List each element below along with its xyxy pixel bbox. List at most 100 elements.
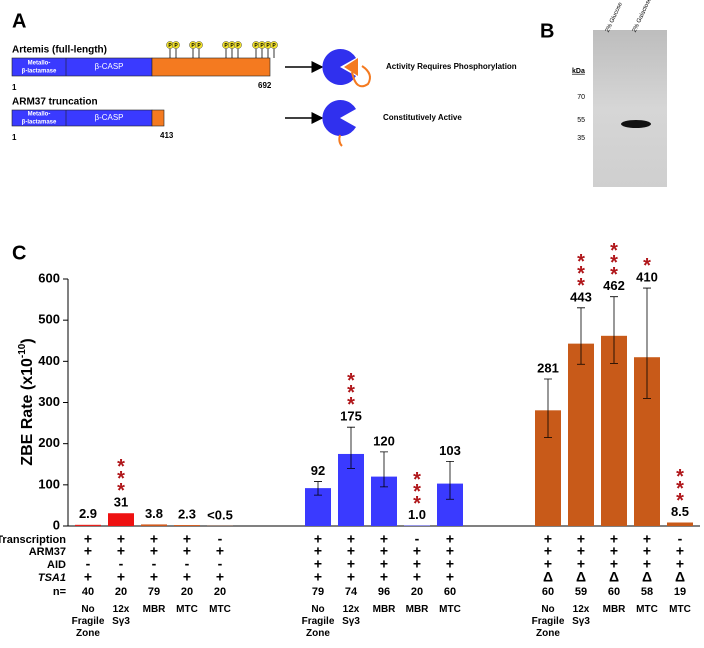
table-cell: + — [117, 569, 125, 585]
table-cell: + — [413, 569, 421, 585]
y-tick-label: 400 — [38, 353, 60, 368]
table-cell: Δ — [642, 569, 652, 585]
table-cell: 59 — [575, 586, 587, 598]
bar — [75, 524, 101, 526]
table-cell: + — [643, 556, 651, 572]
table-cell: Δ — [543, 569, 553, 585]
outcome: Activity Requires Phosphorylation — [386, 62, 517, 71]
lane-label: 2% Galactose — [632, 0, 654, 34]
value-label: 2.3 — [178, 506, 196, 521]
table-cell: + — [117, 531, 125, 547]
unit-label: kDa — [572, 68, 585, 75]
table-cell: + — [117, 543, 125, 559]
table-cell: + — [347, 543, 355, 559]
table-cell: + — [643, 531, 651, 547]
value-label: 410 — [636, 269, 658, 284]
bar — [174, 525, 200, 526]
table-cell: + — [446, 556, 454, 572]
position-label: 692 — [258, 81, 272, 90]
significance: *** — [413, 468, 421, 515]
phospho-site — [195, 41, 203, 49]
table-row-label: AID — [47, 559, 66, 571]
y-tick-label: 600 — [38, 270, 60, 285]
blot-band — [621, 120, 651, 128]
domain-orange — [151, 57, 271, 77]
table-cell: + — [347, 556, 355, 572]
phospho-label: P — [191, 43, 195, 49]
table-cell: + — [413, 556, 421, 572]
position-label: 413 — [160, 131, 174, 140]
bar — [108, 513, 134, 526]
phospho-label: P — [224, 43, 228, 49]
error-bar — [314, 481, 322, 496]
table-cell: 79 — [312, 586, 324, 598]
marker-label: 70 — [577, 94, 585, 101]
table-cell: + — [413, 543, 421, 559]
table-cell: + — [610, 531, 618, 547]
x-tick-label: MBR — [142, 604, 166, 615]
x-tick-label: No Fragile Zone — [531, 604, 565, 639]
domain-label: β-lactamase — [22, 120, 57, 126]
table-cell: - — [678, 531, 683, 547]
y-tick-label: 200 — [38, 435, 60, 450]
table-cell: + — [314, 531, 322, 547]
domain-orange — [151, 109, 165, 127]
panel-label: C — [12, 242, 26, 264]
y-axis-title-exp: -10 — [17, 343, 28, 358]
x-tick-label: MTC — [669, 604, 691, 615]
outcome: Constitutively Active — [383, 113, 462, 122]
domain-label: β-lactamase — [22, 69, 57, 75]
phospho-label: P — [174, 43, 178, 49]
table-cell: Δ — [675, 569, 685, 585]
lane-label: 2% Glucose — [605, 1, 624, 33]
y-tick-label: 100 — [38, 476, 60, 491]
domain-label: β-CASP — [94, 62, 123, 71]
value-label: 2.9 — [79, 506, 97, 521]
x-tick-label: MTC — [439, 604, 461, 615]
value-label: 92 — [311, 463, 325, 478]
y-axis-title: ZBE Rate (x10-10) — [17, 338, 37, 465]
table-cell: + — [183, 569, 191, 585]
table-cell: Δ — [576, 569, 586, 585]
x-tick-label: MBR — [405, 604, 429, 615]
table-cell: + — [150, 543, 158, 559]
table-cell: 20 — [181, 586, 193, 598]
bar — [667, 522, 693, 526]
x-tick-label: MTC — [636, 604, 658, 615]
table-cell: + — [314, 569, 322, 585]
value-label: 103 — [439, 443, 461, 458]
table-cell: + — [150, 531, 158, 547]
table-cell: - — [218, 531, 223, 547]
significance: *** — [676, 465, 684, 512]
phospho-site — [172, 41, 180, 49]
y-axis-title-text: ZBE Rate (x10 — [19, 358, 36, 466]
table-cell: + — [446, 531, 454, 547]
table-cell: 40 — [82, 586, 94, 598]
enzyme-phospho — [344, 58, 358, 76]
domain-label: Metallo- — [28, 112, 51, 118]
table-cell: 20 — [411, 586, 423, 598]
significance: * — [643, 255, 651, 278]
table-cell: + — [183, 543, 191, 559]
x-tick-label: No Fragile Zone — [301, 604, 335, 639]
table-cell: + — [577, 543, 585, 559]
phospho-label: P — [197, 43, 201, 49]
table-cell: Δ — [609, 569, 619, 585]
phospho-label: P — [168, 43, 172, 49]
table-cell: + — [544, 543, 552, 559]
bar — [141, 524, 167, 526]
table-cell: + — [347, 531, 355, 547]
table-cell: + — [347, 569, 355, 585]
table-row-label: ARM37 — [29, 546, 66, 558]
table-cell: 60 — [542, 586, 554, 598]
bar — [601, 335, 627, 526]
phospho-label: P — [236, 43, 240, 49]
table-cell: + — [84, 531, 92, 547]
table-cell: + — [84, 569, 92, 585]
marker-label: 55 — [577, 117, 585, 124]
value-label: 175 — [340, 409, 362, 424]
value-label: 281 — [537, 360, 559, 375]
table-cell: + — [610, 556, 618, 572]
value-label: 31 — [114, 495, 128, 510]
